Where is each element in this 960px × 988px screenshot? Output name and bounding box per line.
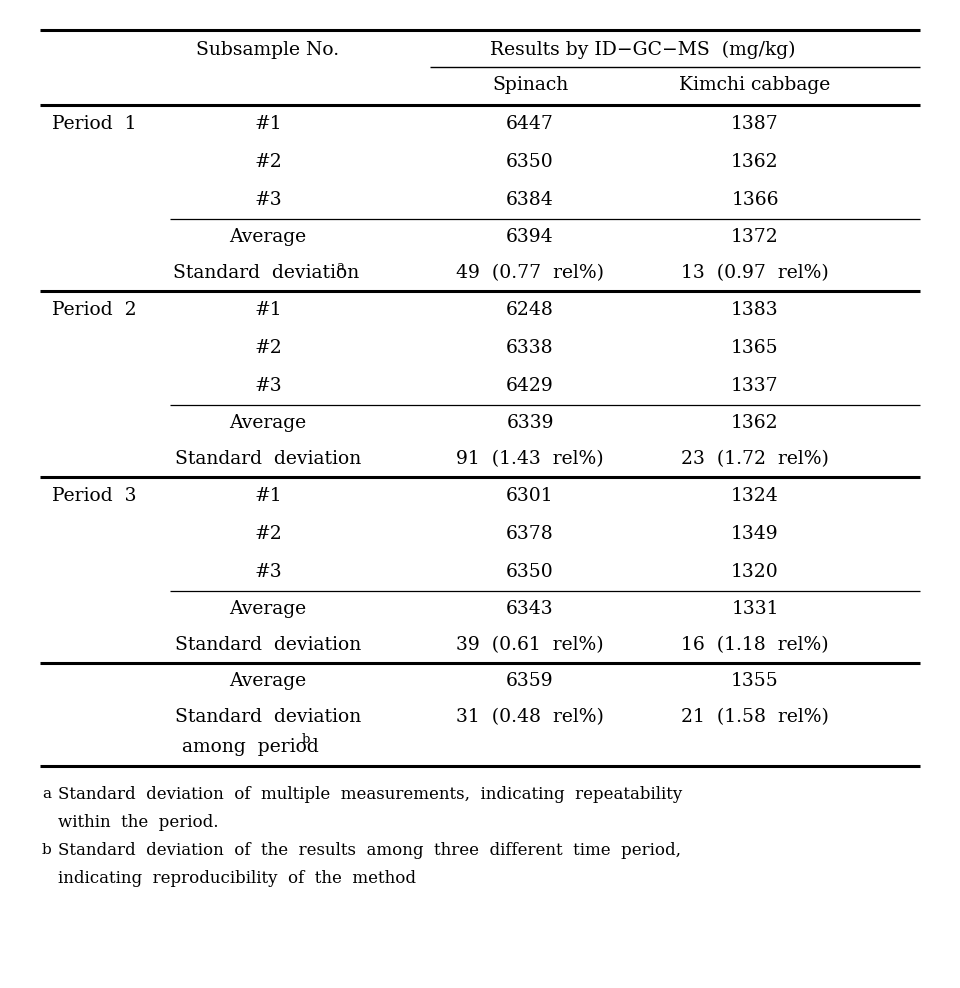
Text: Average: Average [229,414,306,432]
Text: 1387: 1387 [732,115,779,133]
Text: indicating  reproducibility  of  the  method: indicating reproducibility of the method [58,869,416,887]
Text: 6338: 6338 [506,339,554,357]
Text: #2: #2 [254,525,282,543]
Text: 91  (1.43  rel%): 91 (1.43 rel%) [456,450,604,468]
Text: Standard  deviation  of  multiple  measurements,  indicating  repeatability: Standard deviation of multiple measureme… [58,785,683,803]
Text: 6350: 6350 [506,563,554,581]
Text: 1362: 1362 [732,414,779,432]
Text: among  period: among period [181,737,319,756]
Text: 6350: 6350 [506,153,554,171]
Text: Standard  deviation: Standard deviation [175,636,361,654]
Text: 13  (0.97  rel%): 13 (0.97 rel%) [682,264,828,282]
Text: 6248: 6248 [506,301,554,319]
Text: Average: Average [229,672,306,690]
Text: 1366: 1366 [732,191,779,209]
Text: 6384: 6384 [506,191,554,209]
Text: 1355: 1355 [732,672,779,690]
Text: Average: Average [229,228,306,246]
Text: 23  (1.72  rel%): 23 (1.72 rel%) [681,450,828,468]
Text: #1: #1 [254,115,282,133]
Text: 1349: 1349 [732,525,779,543]
Text: 49  (0.77  rel%): 49 (0.77 rel%) [456,264,604,282]
Text: 6378: 6378 [506,525,554,543]
Text: 1337: 1337 [732,377,779,395]
Text: 1365: 1365 [732,339,779,357]
Text: Average: Average [229,600,306,618]
Text: 31  (0.48  rel%): 31 (0.48 rel%) [456,708,604,726]
Text: 39  (0.61  rel%): 39 (0.61 rel%) [456,636,604,654]
Text: #1: #1 [254,301,282,319]
Text: 21  (1.58  rel%): 21 (1.58 rel%) [681,708,828,726]
Text: 1372: 1372 [732,228,779,246]
Text: b: b [301,733,310,746]
Text: Period  3: Period 3 [52,487,136,505]
Text: a: a [336,260,344,273]
Text: 1324: 1324 [732,487,779,505]
Text: Standard  deviation: Standard deviation [175,708,361,726]
Text: 6394: 6394 [506,228,554,246]
Text: b: b [42,844,52,858]
Text: Kimchi cabbage: Kimchi cabbage [680,76,830,94]
Text: #3: #3 [254,377,282,395]
Text: Subsample No.: Subsample No. [197,41,340,59]
Text: #3: #3 [254,563,282,581]
Text: 1362: 1362 [732,153,779,171]
Text: Standard  deviation: Standard deviation [173,264,359,282]
Text: Results by ID−GC−MS  (mg/kg): Results by ID−GC−MS (mg/kg) [490,41,795,59]
Text: #3: #3 [254,191,282,209]
Text: #2: #2 [254,339,282,357]
Text: 1331: 1331 [732,600,779,618]
Text: 6343: 6343 [506,600,554,618]
Text: Period  1: Period 1 [52,115,136,133]
Text: Standard  deviation  of  the  results  among  three  different  time  period,: Standard deviation of the results among … [58,842,681,859]
Text: within  the  period.: within the period. [58,814,219,831]
Text: 16  (1.18  rel%): 16 (1.18 rel%) [682,636,828,654]
Text: #2: #2 [254,153,282,171]
Text: 6301: 6301 [506,487,554,505]
Text: a: a [42,787,51,801]
Text: 6429: 6429 [506,377,554,395]
Text: Period  2: Period 2 [52,301,136,319]
Text: 6359: 6359 [506,672,554,690]
Text: Spinach: Spinach [492,76,568,94]
Text: 1383: 1383 [732,301,779,319]
Text: 1320: 1320 [732,563,779,581]
Text: Standard  deviation: Standard deviation [175,450,361,468]
Text: #1: #1 [254,487,282,505]
Text: 6339: 6339 [506,414,554,432]
Text: 6447: 6447 [506,115,554,133]
